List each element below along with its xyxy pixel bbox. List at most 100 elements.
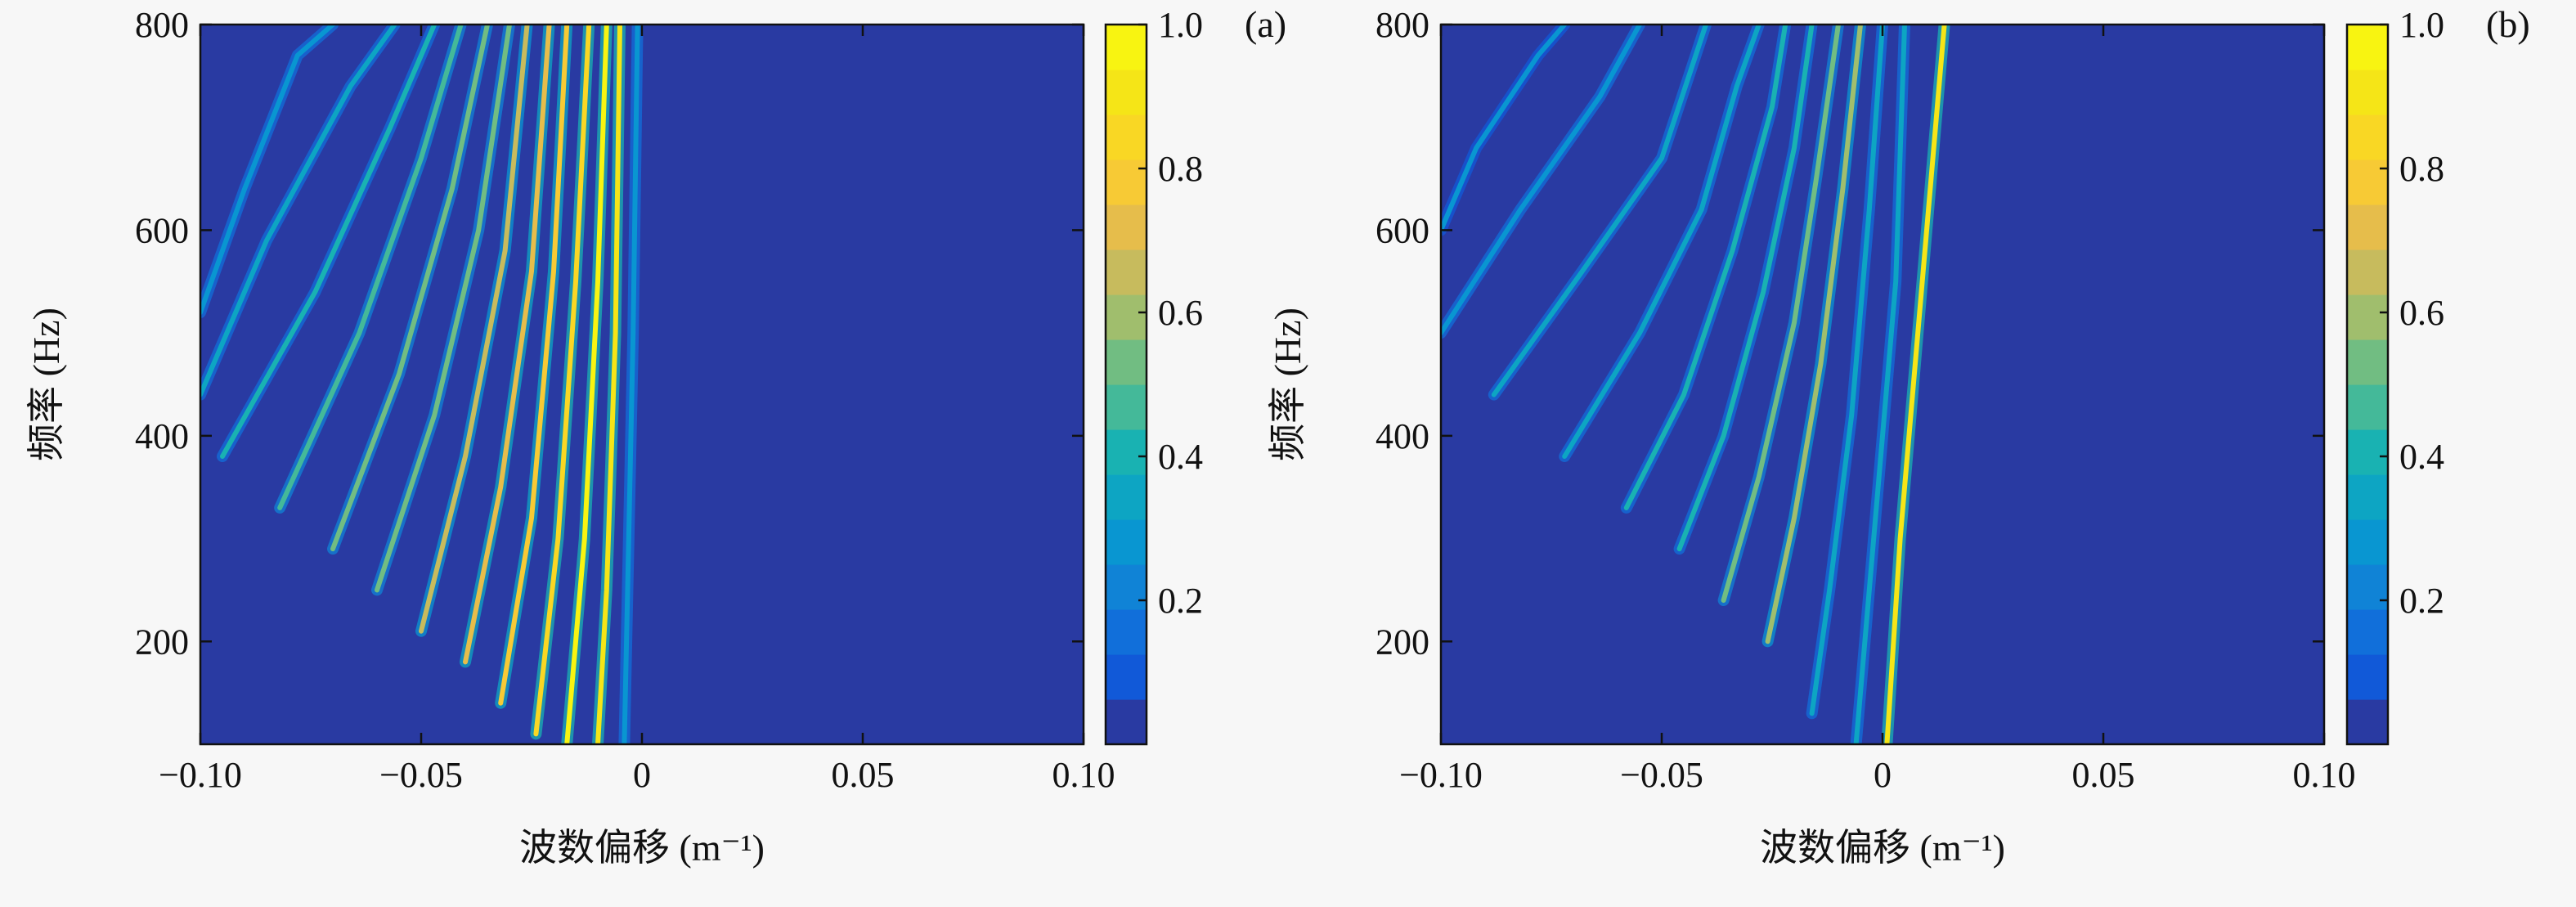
colorbar-segment bbox=[1106, 25, 1147, 70]
x-tick-label: 0.05 bbox=[832, 755, 895, 795]
ridge-a-9 bbox=[330, 25, 490, 552]
x-ticks-b: −0.10 −0.05 0 0.05 0.10 bbox=[1399, 25, 2356, 795]
colorbar-segment bbox=[2347, 294, 2388, 340]
ridge-a-5 bbox=[498, 25, 570, 706]
colorbar-segment bbox=[2347, 249, 2388, 295]
colorbar-a: 0.2 0.4 0.6 0.8 1.0 bbox=[1104, 5, 1203, 746]
ridge-b-11 bbox=[1441, 25, 1568, 233]
ridge-b-4 bbox=[1765, 25, 1863, 644]
x-tick-label: −0.10 bbox=[159, 755, 242, 795]
colorbar-tick-label: 0.8 bbox=[2399, 149, 2444, 189]
colorbar-segment bbox=[1106, 384, 1147, 430]
ridge-a-1 bbox=[622, 25, 640, 744]
colorbar-segment bbox=[2347, 384, 2388, 430]
panel-label-b: (b) bbox=[2486, 3, 2530, 45]
y-tick-label: 400 bbox=[1376, 416, 1429, 456]
x-axis-label-b: 波数偏移 (m⁻¹) bbox=[1760, 827, 2005, 869]
colorbar-tick-label: 0.2 bbox=[1158, 581, 1203, 621]
x-tick-label: −0.05 bbox=[379, 755, 463, 795]
colorbar-segment bbox=[1106, 474, 1147, 520]
colorbar-segment bbox=[1106, 249, 1147, 295]
panel-b: −0.10 −0.05 0 0.05 0.10 200 400 600 800 波数偏移 (m… bbox=[1267, 3, 2530, 869]
y-tick-label: 200 bbox=[135, 622, 189, 662]
colorbar-segment bbox=[2347, 70, 2388, 115]
ridge-a-12 bbox=[200, 25, 397, 397]
colorbar-tick-label: 0.4 bbox=[2399, 437, 2444, 477]
ridge-a-7 bbox=[419, 25, 530, 634]
ridge-b-1 bbox=[1884, 25, 1947, 744]
ridge-a-8 bbox=[375, 25, 512, 593]
heatmap-a bbox=[200, 25, 644, 744]
colorbar-segment bbox=[1106, 429, 1147, 475]
ridge-a-6 bbox=[463, 25, 552, 665]
y-tick-label: 800 bbox=[1376, 5, 1429, 45]
colorbar-segment bbox=[1106, 70, 1147, 115]
x-tick-label: −0.10 bbox=[1399, 755, 1483, 795]
ridge-b-10 bbox=[1441, 25, 1642, 336]
x-ticks-a: −0.10 −0.05 0 0.05 0.10 bbox=[159, 25, 1115, 795]
colorbar-segment bbox=[2347, 564, 2388, 610]
colorbar-tick-label: 0.6 bbox=[1158, 293, 1203, 333]
ridge-b-5 bbox=[1721, 25, 1841, 603]
colorbar-segment bbox=[1106, 339, 1147, 385]
colorbar-tick-label: 0.8 bbox=[1158, 149, 1203, 189]
colorbar-segment bbox=[1106, 609, 1147, 655]
colorbar-segment bbox=[1106, 564, 1147, 610]
x-axis-label-a: 波数偏移 (m⁻¹) bbox=[519, 827, 765, 869]
colorbar-segment bbox=[2347, 159, 2388, 205]
colorbar-segment bbox=[2347, 429, 2388, 475]
y-ticks-b: 200 400 600 800 bbox=[1376, 5, 2324, 662]
x-tick-label: 0 bbox=[1874, 755, 1892, 795]
ridge-b-2 bbox=[1853, 25, 1907, 744]
ridge-b-8 bbox=[1562, 25, 1761, 459]
colorbar-segment bbox=[2347, 654, 2388, 700]
colorbar-segment bbox=[1106, 699, 1147, 745]
colorbar-segment bbox=[1106, 114, 1147, 160]
ridge-a-13 bbox=[200, 25, 335, 315]
ridge-a-4 bbox=[533, 25, 592, 737]
colorbar-tick-label: 0.2 bbox=[2399, 581, 2444, 621]
colorbar-tick-label: 1.0 bbox=[2399, 5, 2444, 45]
panel-label-a: (a) bbox=[1245, 3, 1286, 45]
x-tick-label: 0.10 bbox=[2293, 755, 2356, 795]
x-tick-label: −0.05 bbox=[1620, 755, 1703, 795]
colorbar-segment bbox=[1106, 204, 1147, 250]
y-axis-label-a: 频率 (Hz) bbox=[25, 308, 67, 461]
ridge-a-10 bbox=[277, 25, 464, 510]
colorbar-segment bbox=[2347, 474, 2388, 520]
ridge-b-3 bbox=[1809, 25, 1885, 716]
colorbar-b: 0.2 0.4 0.6 0.8 1.0 bbox=[2345, 5, 2444, 746]
colorbar-segment bbox=[2347, 204, 2388, 250]
y-axis-label-b: 频率 (Hz) bbox=[1267, 308, 1308, 461]
colorbar-tick-label: 0.4 bbox=[1158, 437, 1203, 477]
y-tick-label: 600 bbox=[1376, 210, 1429, 250]
x-tick-label: 0.05 bbox=[2072, 755, 2135, 795]
colorbar-tick-label: 0.6 bbox=[2399, 293, 2444, 333]
y-tick-label: 400 bbox=[135, 416, 189, 456]
x-tick-label: 0 bbox=[633, 755, 651, 795]
ridge-a-11 bbox=[220, 25, 438, 459]
plot-area-a bbox=[200, 25, 1084, 744]
ridge-b-6 bbox=[1676, 25, 1815, 552]
panel-a: −0.10 −0.05 0 0.05 0.10 200 400 600 800 波数偏移 (m… bbox=[25, 3, 1286, 869]
ridge-b-7 bbox=[1623, 25, 1788, 510]
colorbar-segment bbox=[2347, 25, 2388, 70]
ridge-a-3 bbox=[564, 25, 609, 744]
colorbar-segment bbox=[2347, 114, 2388, 160]
y-tick-label: 800 bbox=[135, 5, 189, 45]
colorbar-segment bbox=[1106, 519, 1147, 565]
colorbar-segment bbox=[1106, 294, 1147, 340]
colorbar-segment bbox=[1106, 654, 1147, 700]
colorbar-segment bbox=[2347, 699, 2388, 745]
x-tick-label: 0.10 bbox=[1052, 755, 1115, 795]
ridge-b-9 bbox=[1491, 25, 1708, 397]
colorbar-frame bbox=[1104, 23, 1148, 746]
colorbar-segment bbox=[1106, 159, 1147, 205]
colorbar-segment bbox=[2347, 609, 2388, 655]
colorbar-tick-label: 1.0 bbox=[1158, 5, 1203, 45]
colorbar-frame bbox=[2345, 23, 2390, 746]
y-tick-label: 200 bbox=[1376, 622, 1429, 662]
colorbar-segment bbox=[2347, 339, 2388, 385]
ridge-a-2 bbox=[595, 25, 622, 744]
